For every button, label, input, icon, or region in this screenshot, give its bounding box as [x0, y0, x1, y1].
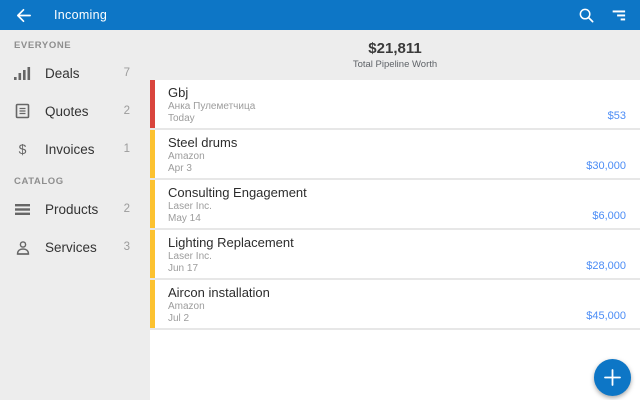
deal-date: Jun 17: [168, 263, 199, 274]
sidebar-item-label: Services: [45, 239, 97, 255]
deal-subtitle: Amazon: [168, 301, 205, 312]
sidebar-item-label: Quotes: [45, 103, 89, 119]
deal-title: Gbj: [168, 85, 189, 100]
deal-amount: $30,000: [586, 160, 626, 172]
page-title: Incoming: [54, 8, 108, 22]
deal-row-gbj[interactable]: Gbj Анка Пулеметчица Today $53: [150, 80, 640, 130]
status-bar: [150, 180, 155, 228]
sidebar-item-label: Invoices: [45, 141, 95, 157]
sidebar-item-count: 3: [123, 241, 130, 253]
pipeline-header: $21,811 Total Pipeline Worth: [150, 30, 640, 80]
sidebar-section-catalog: CATALOG: [14, 176, 64, 187]
deal-amount: $45,000: [586, 310, 626, 322]
deal-title: Lighting Replacement: [168, 235, 294, 250]
sort-icon: [612, 10, 626, 21]
sidebar-section-everyone: EVERYONE: [14, 40, 72, 51]
deal-amount: $6,000: [592, 210, 626, 222]
status-bar: [150, 230, 155, 278]
back-button[interactable]: [12, 4, 34, 26]
status-bar: [150, 130, 155, 178]
deal-row-aircon-installation[interactable]: Aircon installation Amazon Jul 2 $45,000: [150, 280, 640, 330]
add-deal-fab[interactable]: [594, 359, 631, 396]
deal-date: Today: [168, 113, 195, 124]
bar-chart-icon: [13, 66, 32, 81]
deal-subtitle: Laser Inc.: [168, 201, 212, 212]
deal-date: Jul 2: [168, 313, 190, 324]
deal-date: May 14: [168, 213, 201, 224]
person-icon: [13, 240, 32, 255]
deal-amount: $28,000: [586, 260, 626, 272]
deal-title: Steel drums: [168, 135, 238, 150]
app-bar: Incoming: [0, 0, 640, 30]
sidebar-item-deals[interactable]: Deals 7: [0, 54, 150, 92]
sidebar-item-products[interactable]: Products 2: [0, 190, 150, 228]
list-icon: [13, 203, 32, 216]
search-button[interactable]: [574, 3, 598, 27]
sidebar-item-count: 2: [123, 203, 130, 215]
deal-subtitle: Laser Inc.: [168, 251, 212, 262]
sidebar-item-quotes[interactable]: Quotes 2: [0, 92, 150, 130]
deal-amount: $53: [607, 110, 626, 122]
sidebar-item-label: Deals: [45, 65, 80, 81]
sidebar-item-services[interactable]: Services 3: [0, 228, 150, 266]
document-icon: [13, 103, 32, 119]
main-panel: $21,811 Total Pipeline Worth Gbj Анка Пу…: [150, 30, 640, 400]
deal-subtitle: Amazon: [168, 151, 205, 162]
sidebar-item-label: Products: [45, 201, 99, 217]
sidebar-item-count: 1: [123, 143, 130, 155]
deal-row-lighting-replacement[interactable]: Lighting Replacement Laser Inc. Jun 17 $…: [150, 230, 640, 280]
status-bar: [150, 280, 155, 328]
deal-title: Consulting Engagement: [168, 185, 307, 200]
sidebar-item-count: 7: [123, 67, 130, 79]
dollar-icon: $: [18, 141, 27, 157]
sidebar-item-count: 2: [123, 105, 130, 117]
sidebar: EVERYONE Deals 7: [0, 30, 150, 400]
deal-row-steel-drums[interactable]: Steel drums Amazon Apr 3 $30,000: [150, 130, 640, 180]
plus-icon: [604, 369, 621, 386]
pipeline-caption: Total Pipeline Worth: [352, 59, 438, 70]
back-arrow-icon: [16, 8, 31, 22]
deal-row-consulting-engagement[interactable]: Consulting Engagement Laser Inc. May 14 …: [150, 180, 640, 230]
deal-list: Gbj Анка Пулеметчица Today $53 Steel dru…: [150, 80, 640, 400]
sort-button[interactable]: [606, 3, 630, 27]
deal-title: Aircon installation: [168, 285, 270, 300]
deal-date: Apr 3: [168, 163, 192, 174]
search-icon: [579, 8, 593, 22]
deal-subtitle: Анка Пулеметчица: [168, 101, 256, 112]
status-bar: [150, 80, 155, 128]
sidebar-item-invoices[interactable]: $ Invoices 1: [0, 130, 150, 168]
pipeline-total: $21,811: [368, 40, 422, 57]
